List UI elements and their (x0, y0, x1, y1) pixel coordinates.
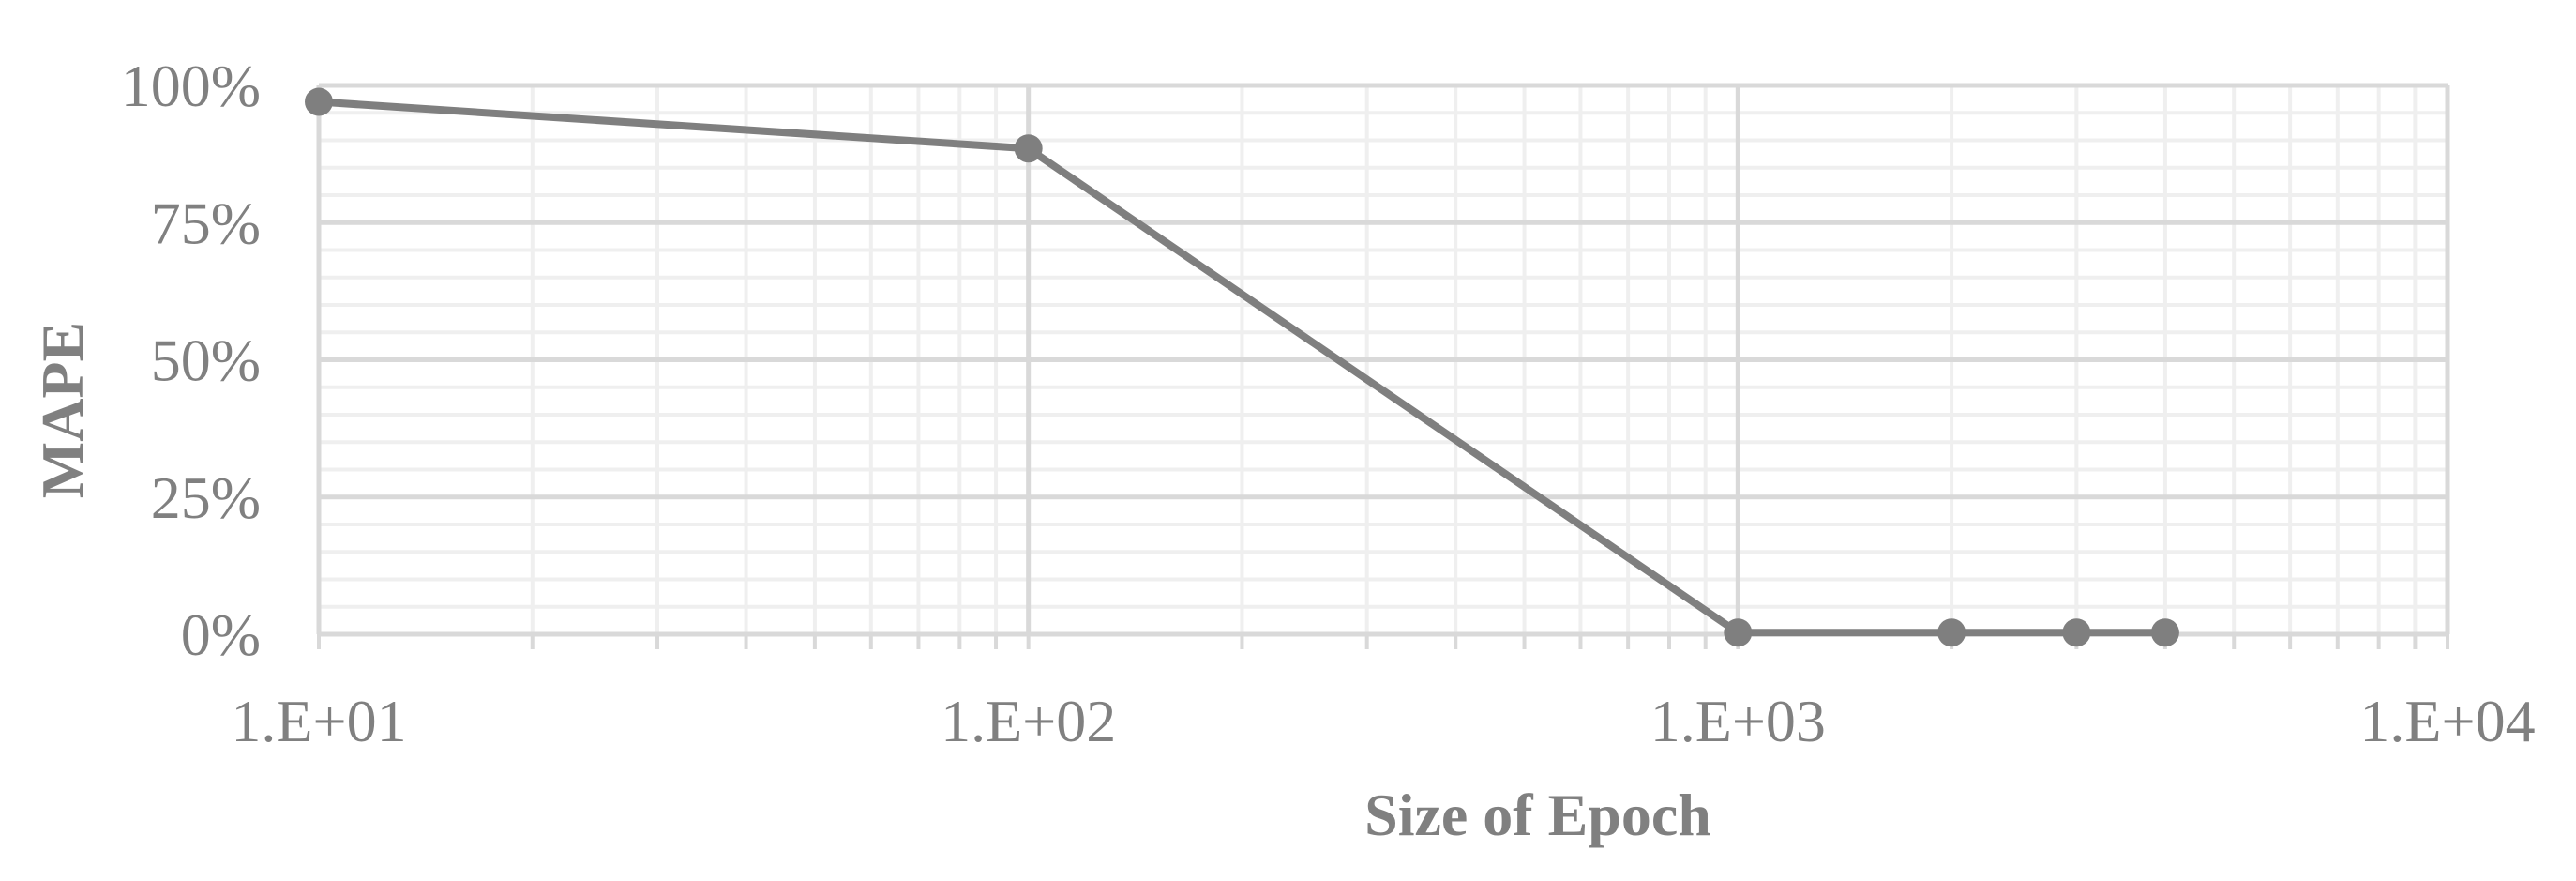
y-axis-title: MAPE (29, 322, 96, 498)
x-tick-label: 1.E+04 (2359, 688, 2535, 754)
x-tick-label: 1.E+03 (1650, 688, 1826, 754)
grid-lines (316, 83, 2450, 637)
data-point (305, 87, 333, 116)
data-point (1937, 618, 1966, 647)
series-layer (305, 87, 2179, 647)
y-tick-label: 0% (181, 601, 261, 668)
axes (316, 85, 2449, 649)
y-tick-label: 100% (121, 53, 261, 119)
y-tick-label: 50% (151, 327, 261, 394)
y-tick-label: 75% (151, 190, 261, 256)
series-line (318, 98, 2165, 637)
x-axis-title: Size of Epoch (1364, 782, 1711, 848)
x-tick-label: 1.E+01 (231, 688, 406, 754)
tick-labels: 0% 25% 50% 75% 100% 1.E+01 1.E+02 1.E+03 1.E+04 (121, 53, 2536, 754)
data-point (2062, 618, 2091, 647)
y-tick-label: 25% (151, 464, 261, 531)
data-point (1014, 134, 1043, 163)
x-tick-label: 1.E+02 (941, 688, 1116, 754)
data-point (1724, 618, 1753, 647)
data-point (2150, 618, 2179, 647)
